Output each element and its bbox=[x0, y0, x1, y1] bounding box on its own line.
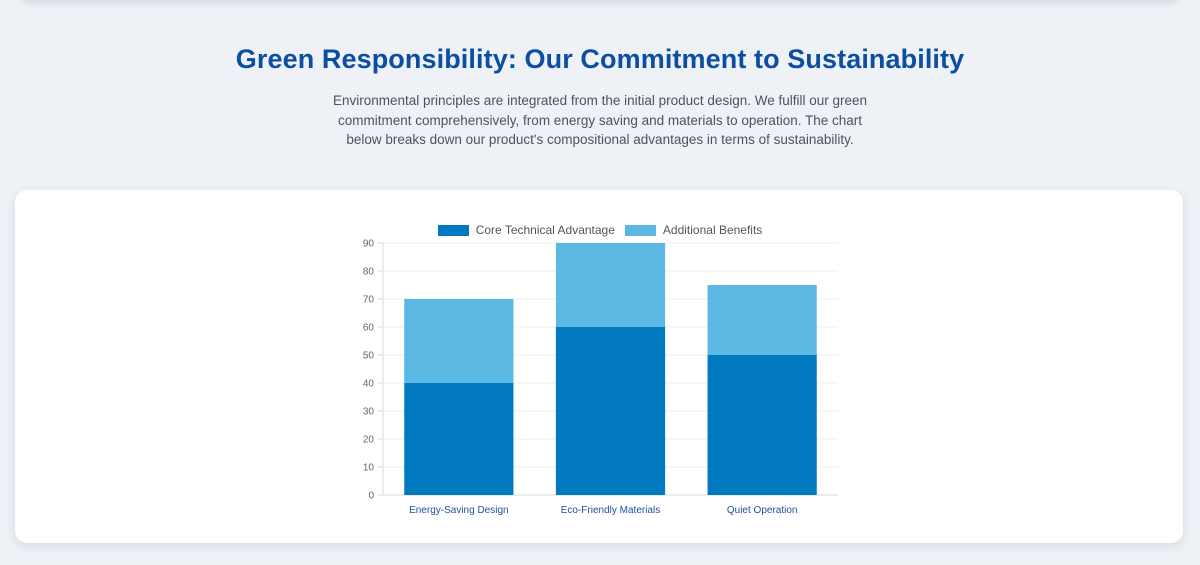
y-tick-label: 80 bbox=[363, 267, 375, 278]
legend-swatch-additional bbox=[624, 224, 656, 236]
section-title: Green Responsibility: Our Commitment to … bbox=[235, 44, 965, 74]
y-tick-label: 0 bbox=[368, 491, 374, 502]
y-tick-label: 50 bbox=[363, 351, 375, 362]
legend-label-core: Core Technical Advantage bbox=[475, 223, 615, 237]
y-tick-label: 40 bbox=[363, 379, 375, 390]
x-tick-label: Energy-Saving Design bbox=[409, 505, 509, 516]
legend-item-core[interactable]: Core Technical Advantage bbox=[437, 223, 615, 237]
bar-core-2 bbox=[707, 355, 817, 495]
legend-swatch-core bbox=[437, 224, 469, 236]
bar-additional-1 bbox=[555, 243, 666, 327]
y-tick-label: 20 bbox=[363, 435, 375, 446]
bar-core-0 bbox=[404, 383, 514, 495]
y-tick-label: 30 bbox=[363, 407, 375, 418]
y-tick-label: 90 bbox=[363, 239, 375, 250]
y-tick-label: 10 bbox=[363, 463, 375, 474]
x-tick-label: Quiet Operation bbox=[727, 505, 798, 516]
bar-additional-0 bbox=[404, 299, 514, 383]
x-tick-label: Eco-Friendly Materials bbox=[561, 505, 660, 516]
section-description: Environmental principles are integrated … bbox=[332, 93, 868, 147]
bar-additional-2 bbox=[707, 285, 817, 355]
chart-legend: Core Technical Advantage Additional Bene… bbox=[0, 223, 1200, 237]
y-tick-label: 70 bbox=[363, 295, 375, 306]
legend-item-additional[interactable]: Additional Benefits bbox=[624, 223, 763, 237]
legend-label-additional: Additional Benefits bbox=[662, 223, 763, 237]
bar-core-1 bbox=[555, 327, 666, 495]
y-tick-label: 60 bbox=[363, 323, 375, 334]
